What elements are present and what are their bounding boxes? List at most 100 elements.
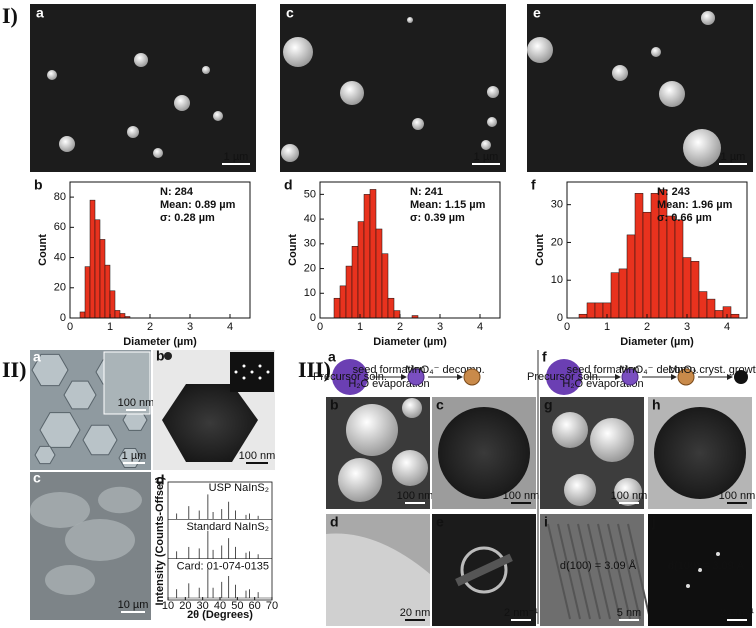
diffraction-spot: [242, 364, 246, 368]
x-tick-label: 4: [227, 321, 233, 333]
x-tick-label: 2: [397, 321, 403, 333]
bar: [393, 310, 401, 319]
series-label: Standard NaInS₂: [186, 521, 269, 533]
particle: [487, 86, 499, 98]
bar: [369, 189, 377, 319]
panel-label: d: [284, 177, 293, 193]
bar: [114, 310, 121, 319]
step-label: MnO₂ cryst. growth: [668, 364, 756, 376]
mno2-sphere: [734, 370, 748, 384]
annotation: N: 284: [160, 186, 194, 198]
particle: [153, 148, 163, 158]
panel-label: a: [36, 5, 44, 21]
bar: [99, 239, 106, 319]
lattice-fringe: [547, 523, 571, 620]
fft-spot: [716, 552, 720, 556]
x-tick-label: 4: [477, 321, 483, 333]
bar: [333, 297, 341, 319]
x-tick-label: 3: [684, 321, 690, 333]
plate: [34, 445, 56, 465]
series-label: Card: 01-074-0135: [177, 561, 269, 573]
hexagon: [162, 384, 258, 462]
x-tick-label: 1: [107, 321, 113, 333]
scale-bar-label: 100 nm: [611, 490, 648, 502]
particle: [651, 47, 661, 57]
d-spacing-label: d(100) = 3.09 Å: [560, 559, 637, 572]
particle: [202, 66, 210, 74]
particle: [283, 37, 313, 67]
panel-label: c: [286, 5, 294, 21]
section-label: I): [2, 3, 18, 28]
particle: [487, 117, 497, 127]
diffraction-spot: [234, 370, 238, 374]
lattice-fringe: [557, 523, 581, 620]
diffraction-spot: [258, 364, 262, 368]
bar: [89, 199, 96, 319]
section-label: III): [298, 357, 331, 382]
y-tick-label: 40: [54, 251, 66, 263]
particle: [407, 17, 413, 23]
particle: [174, 95, 190, 111]
flake: [65, 519, 135, 561]
panel-label: c: [436, 397, 444, 413]
bar: [79, 311, 86, 319]
bar: [363, 194, 371, 319]
flake: [30, 492, 90, 528]
particle: [340, 81, 364, 105]
step-label: Precursor soln.: [313, 371, 387, 383]
y-tick-label: 10: [304, 287, 316, 299]
particle: [612, 65, 628, 81]
x-tick-label: 3: [437, 321, 443, 333]
x-tick-label: 0: [564, 321, 570, 333]
particle: [338, 458, 382, 502]
particle: [564, 474, 596, 506]
x-axis-label: 2θ (Degrees): [187, 609, 253, 621]
x-tick-label: 70: [266, 600, 278, 612]
particle: [481, 140, 491, 150]
y-tick-label: 40: [304, 213, 316, 225]
step-label: seed formation: [567, 364, 640, 376]
fft-spot: [698, 568, 702, 572]
annotation: N: 241: [410, 186, 443, 198]
micrograph: [280, 4, 506, 172]
diffraction-spot: [250, 370, 254, 374]
precursor: [546, 359, 582, 395]
panel-label: j: [651, 514, 656, 530]
particle: [47, 70, 57, 80]
y-tick-label: 0: [310, 312, 316, 324]
particle: [614, 478, 642, 506]
y-axis-label: Count: [534, 234, 546, 266]
bar: [730, 313, 740, 319]
x-tick-label: 30: [197, 600, 209, 612]
bar: [387, 297, 395, 319]
y-axis-label: Count: [287, 234, 299, 266]
panel-label: h: [652, 397, 661, 413]
fft-spot: [686, 584, 690, 588]
series-label: USP NaInS₂: [209, 482, 269, 494]
y-tick-label: 0: [557, 312, 563, 324]
scale-bar-label: 5 nm: [617, 607, 641, 619]
particle: [281, 144, 299, 162]
panel-label: f: [531, 177, 536, 193]
bar: [690, 261, 700, 319]
x-tick-label: 60: [249, 600, 261, 612]
panel-label: e: [533, 5, 541, 21]
panel-label: g: [544, 397, 553, 413]
panel-label: a: [328, 349, 336, 365]
y-tick-label: 80: [54, 191, 66, 203]
bar: [84, 266, 91, 319]
y-tick-label: 20: [54, 282, 66, 294]
bar: [682, 257, 692, 319]
particle: [213, 111, 223, 121]
particle: [527, 37, 553, 63]
seed: [407, 368, 425, 386]
annotation: Mean: 1.96 µm: [657, 199, 733, 211]
bar: [618, 268, 628, 319]
panel-label: b: [34, 177, 43, 193]
x-axis-label: Diameter (µm): [620, 336, 694, 348]
bar: [94, 219, 101, 319]
precursor: [332, 359, 368, 395]
bar: [610, 272, 620, 319]
